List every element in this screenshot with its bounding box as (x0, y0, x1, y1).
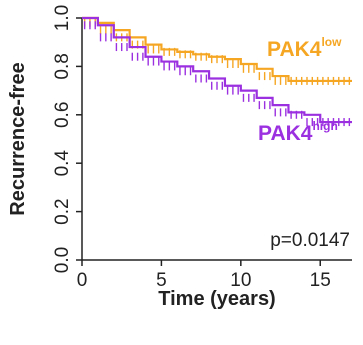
y-tick-label: 0.4 (52, 150, 73, 177)
y-tick-label: 0.2 (52, 198, 73, 224)
y-ticks: 0.0 0.2 0.4 0.6 0.8 1.0 (52, 5, 82, 273)
series-line-high (82, 16, 352, 124)
y-axis-label: Recurrence-free (7, 62, 29, 215)
y-tick-label: 0.0 (52, 247, 73, 273)
x-tick-label: 10 (230, 270, 251, 291)
x-tick-label: 0 (77, 270, 88, 291)
x-tick-label: 15 (310, 270, 331, 291)
series-layer (82, 16, 352, 127)
series-label-low: PAK4low (267, 35, 342, 61)
y-tick-label: 0.8 (52, 53, 73, 79)
y-tick-label: 0.6 (52, 102, 73, 128)
p-value-annotation: p=0.0147 (270, 230, 350, 251)
x-ticks: 0 5 10 15 (77, 260, 331, 291)
series-label-low-sup: low (321, 35, 342, 49)
x-tick-label: 5 (156, 270, 167, 291)
y-tick-label: 1.0 (52, 5, 73, 31)
x-axis-label: Time (years) (158, 288, 275, 310)
axes (81, 18, 352, 261)
series-label-high-main: PAK4 (258, 122, 313, 145)
series-label-high-sup: high (312, 119, 337, 133)
series-label-high: PAK4high (258, 119, 338, 145)
series-label-low-main: PAK4 (267, 38, 322, 61)
series-line-low (82, 16, 352, 83)
